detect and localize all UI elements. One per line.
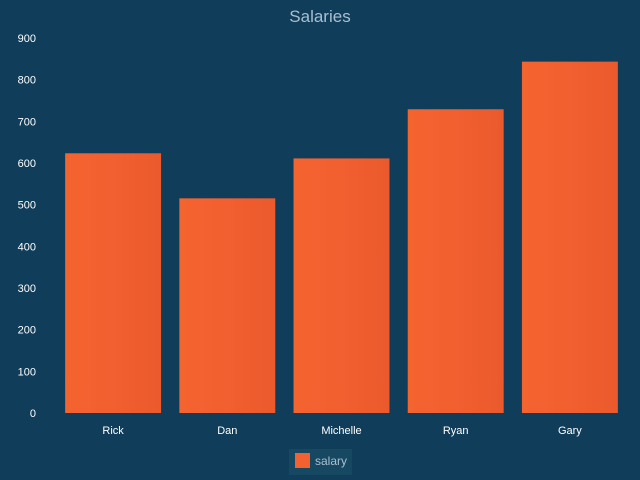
x-tick-label-ryan: Ryan — [443, 425, 469, 437]
y-tick-label: 600 — [18, 158, 36, 170]
y-tick-label: 0 — [30, 408, 36, 420]
y-tick-label: 300 — [18, 283, 36, 295]
x-tick-label-gary: Gary — [558, 425, 582, 437]
y-tick-label: 900 — [18, 33, 36, 45]
legend[interactable]: salary — [289, 449, 352, 475]
bar-dan[interactable] — [179, 198, 276, 413]
bar-michelle[interactable] — [293, 158, 390, 413]
y-tick-label: 200 — [18, 325, 36, 337]
y-axis: 0 100 200 300 400 500 600 700 800 900 — [18, 33, 36, 420]
x-tick-label-dan: Dan — [217, 425, 237, 437]
y-tick-label: 400 — [18, 241, 36, 253]
x-tick-label-rick: Rick — [102, 425, 124, 437]
y-tick-label: 800 — [18, 75, 36, 87]
bar-rick[interactable] — [65, 153, 162, 413]
y-tick-label: 500 — [18, 200, 36, 212]
bar-ryan[interactable] — [407, 109, 504, 413]
y-tick-label: 100 — [18, 366, 36, 378]
legend-swatch — [295, 453, 310, 468]
legend-label-salary: salary — [315, 454, 347, 468]
bars — [65, 61, 618, 413]
y-tick-label: 700 — [18, 116, 36, 128]
x-tick-label-michelle: Michelle — [321, 425, 361, 437]
x-axis: Rick Dan Michelle Ryan Gary — [102, 425, 582, 437]
chart-title: Salaries — [289, 7, 350, 26]
bar-gary[interactable] — [521, 61, 618, 413]
